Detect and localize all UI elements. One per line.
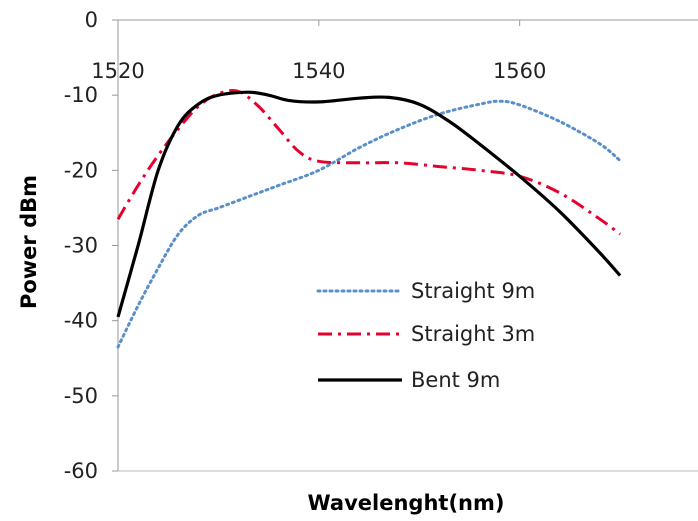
- legend-label-straight-3m: Straight 3m: [411, 322, 535, 346]
- y-tick-label: -40: [64, 309, 98, 333]
- y-axis-title: Power dBm: [17, 175, 41, 309]
- series-line-straight-9m: [116, 99, 622, 349]
- x-tick-label: 1560: [493, 59, 546, 83]
- x-ticks: 1520 1540 1560: [91, 20, 546, 83]
- y-tick-label: -20: [64, 158, 98, 182]
- y-ticks: 0 -10 -20 -30 -40 -50 -60: [64, 8, 118, 483]
- series-line-bent-9m: [116, 90, 622, 318]
- series-lines: [116, 89, 622, 349]
- legend-label-straight-9m: Straight 9m: [411, 279, 535, 303]
- legend: Straight 9m Straight 3m Bent 9m: [316, 279, 535, 392]
- x-axis-title: Wavelenght(nm): [308, 491, 505, 515]
- legend-label-bent-9m: Bent 9m: [411, 368, 500, 392]
- x-tick-label: 1540: [292, 59, 345, 83]
- y-tick-label: 0: [85, 8, 98, 32]
- series-line-straight-3m: [116, 89, 621, 236]
- y-tick-label: -10: [64, 83, 98, 107]
- y-tick-label: -60: [64, 459, 98, 483]
- x-tick-label: 1520: [91, 59, 144, 83]
- y-tick-label: -50: [64, 384, 98, 408]
- y-tick-label: -30: [64, 234, 98, 258]
